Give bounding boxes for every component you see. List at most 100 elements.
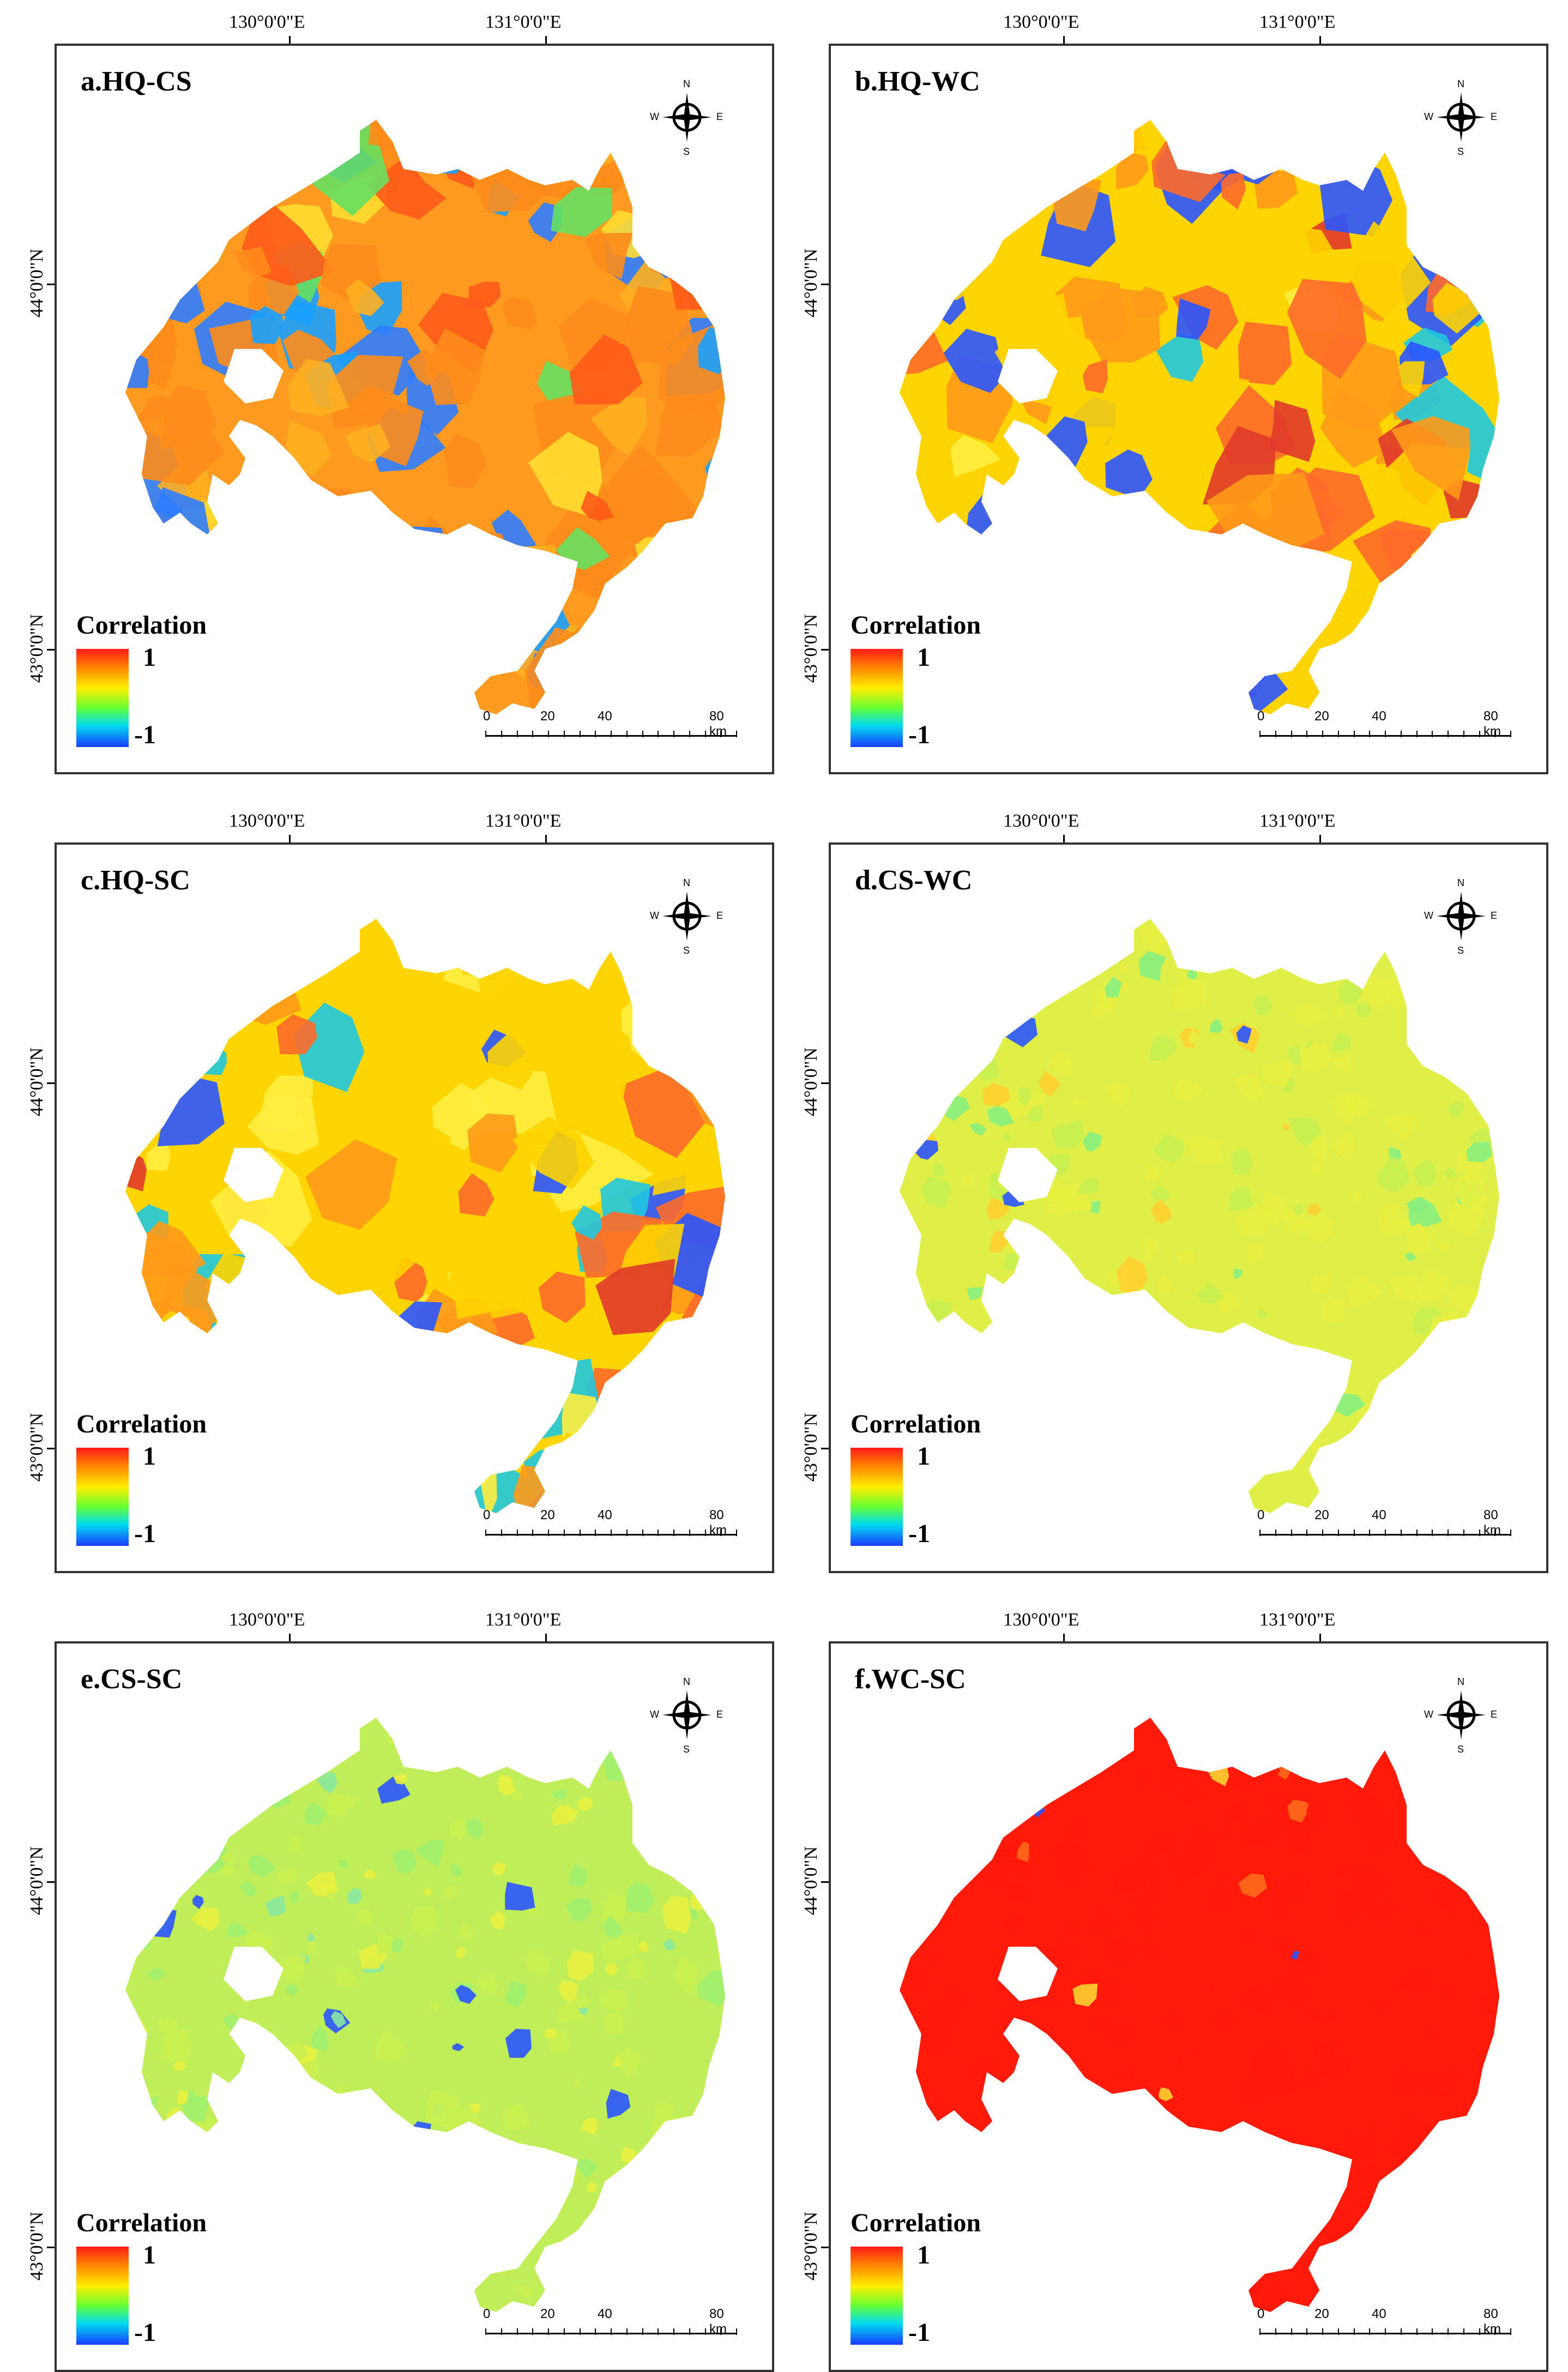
scale-tick <box>563 1530 565 1536</box>
scale-tick <box>704 2328 706 2335</box>
scale-bar: 0 20 40 80 km <box>483 1508 741 1551</box>
scale-tick <box>1494 731 1496 737</box>
scale-label: 80 km <box>709 2307 727 2337</box>
scale-tick <box>485 1530 486 1536</box>
latitude-label: 43°0'0"N <box>801 1412 821 1482</box>
longitude-tick <box>1319 1634 1321 1641</box>
scale-tick <box>642 2328 643 2335</box>
legend-title: Correlation <box>851 1410 981 1438</box>
scale-tick <box>1322 731 1323 737</box>
scale-tick <box>1337 2328 1339 2335</box>
correlation-map <box>125 919 725 1513</box>
longitude-label: 131°0'0"E <box>485 811 562 831</box>
scale-tick <box>1510 731 1511 737</box>
latitude-label: 44°0'0"N <box>801 1047 821 1117</box>
compass-s-label: S <box>1457 1744 1464 1755</box>
longitude-label: 130°0'0"E <box>1003 811 1079 831</box>
scale-tick <box>485 2328 486 2335</box>
longitude-tick <box>1319 835 1321 842</box>
scale-tick <box>1432 2328 1433 2335</box>
scale-tick <box>626 731 628 737</box>
legend-title: Correlation <box>851 611 981 640</box>
longitude-label: 130°0'0"E <box>229 1610 305 1630</box>
scale-tick <box>516 731 518 737</box>
legend-max-label: 1 <box>917 2241 930 2269</box>
scale-tick <box>1322 1530 1323 1536</box>
compass-s-label: S <box>1457 945 1464 956</box>
map-panel-c: 130°0'0"E 131°0'0"E 44°0'0"N 43°0'0"N c.HQ-S… <box>27 811 774 1573</box>
compass-w-label: W <box>1424 1709 1433 1720</box>
legend-title: Correlation <box>76 2208 207 2237</box>
scale-tick <box>1385 2328 1386 2335</box>
longitude-tick <box>1063 36 1065 44</box>
scale-tick <box>1416 731 1418 737</box>
scale-tick <box>673 1530 674 1536</box>
legend-max-label: 1 <box>917 1442 930 1471</box>
scale-tick <box>1448 1530 1449 1536</box>
scale-label: 20 <box>1314 2307 1329 2321</box>
scale-tick <box>720 2328 722 2335</box>
scale-bar: 0 20 40 80 km <box>1257 709 1516 752</box>
scale-tick <box>1290 1530 1292 1536</box>
scale-tick <box>500 731 502 737</box>
scale-tick <box>1416 1530 1418 1536</box>
latitude-label: 43°0'0"N <box>801 2211 821 2281</box>
compass-e-label: E <box>716 910 723 921</box>
legend-min-label: -1 <box>134 2318 156 2347</box>
scale-tick <box>1306 731 1308 737</box>
legend-min-label: -1 <box>908 1519 930 1548</box>
latitude-label: 43°0'0"N <box>27 1412 47 1482</box>
scale-tick <box>1259 2328 1261 2335</box>
scale-label: 0 <box>483 2307 491 2321</box>
scale-tick <box>626 1530 628 1536</box>
scale-tick <box>1479 2328 1480 2335</box>
scale-bar: 0 20 40 80 km <box>1257 1508 1516 1551</box>
scale-tick <box>579 731 581 737</box>
legend-min-label: -1 <box>134 1519 156 1548</box>
scale-tick <box>1432 1530 1433 1536</box>
scale-tick <box>1290 2328 1292 2335</box>
scale-label: 20 <box>540 2307 555 2321</box>
scale-tick <box>611 1530 612 1536</box>
compass-n-label: N <box>1457 1676 1464 1687</box>
scale-tick <box>516 1530 518 1536</box>
scale-tick <box>595 731 596 737</box>
latitude-label: 43°0'0"N <box>27 2211 47 2281</box>
scale-tick <box>1479 731 1480 737</box>
map-gap <box>224 1947 284 2001</box>
color-ramp <box>76 649 129 747</box>
correlation-legend: Correlation 1 -1 <box>851 610 981 752</box>
scale-label: 20 <box>540 1508 555 1522</box>
scale-tick <box>579 1530 581 1536</box>
scale-tick <box>1353 731 1355 737</box>
scale-tick <box>1385 731 1386 737</box>
scale-label: 0 <box>483 1508 491 1522</box>
longitude-tick <box>1319 36 1321 44</box>
scale-tick <box>595 1530 596 1536</box>
scale-tick <box>736 1530 737 1536</box>
latitude-tick <box>47 1448 55 1449</box>
scale-tick <box>611 731 612 737</box>
scale-tick <box>1259 731 1261 737</box>
scale-label: 40 <box>1372 709 1386 724</box>
longitude-tick <box>545 835 547 842</box>
longitude-label: 130°0'0"E <box>1003 1610 1079 1630</box>
scale-tick <box>1494 1530 1496 1536</box>
color-ramp <box>851 2247 903 2345</box>
legend-title: Correlation <box>76 1410 207 1438</box>
correlation-map <box>900 1718 1499 2312</box>
legend-min-label: -1 <box>908 2318 930 2347</box>
scale-tick <box>516 2328 518 2335</box>
scale-label: 40 <box>1372 2307 1386 2321</box>
scale-tick <box>642 731 643 737</box>
scale-tick <box>1416 2328 1418 2335</box>
scale-tick <box>673 2328 674 2335</box>
scale-tick <box>642 1530 643 1536</box>
scale-label: 80 km <box>709 709 727 739</box>
north-arrow-icon: N S W E <box>1423 76 1499 158</box>
scale-tick <box>595 2328 596 2335</box>
north-arrow-icon: N S W E <box>649 76 725 158</box>
scale-bar: 0 20 40 80 km <box>483 2307 741 2350</box>
map-panel-b: 130°0'0"E 131°0'0"E 44°0'0"N 43°0'0"N b.HQ-W… <box>801 12 1548 774</box>
scale-tick <box>1448 731 1449 737</box>
